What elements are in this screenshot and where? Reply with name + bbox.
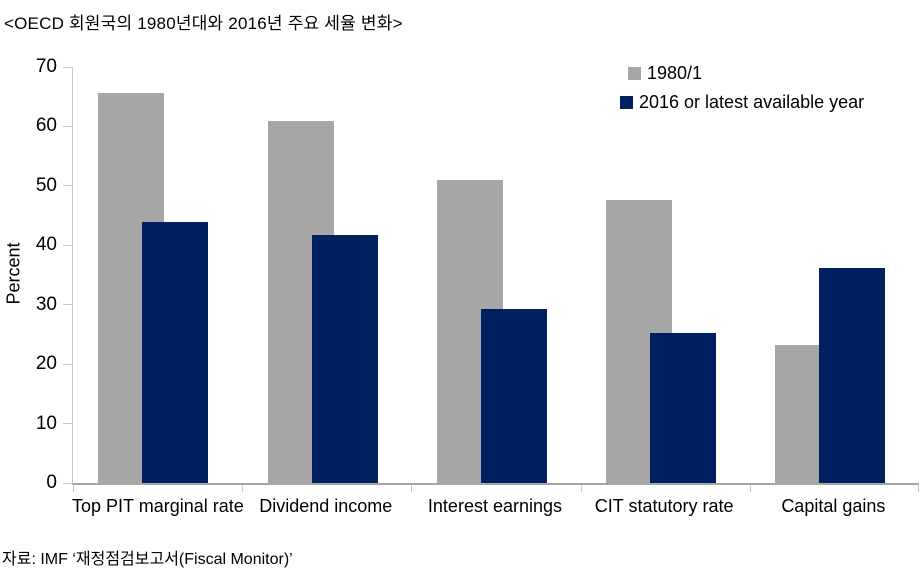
y-tick-mark (63, 363, 72, 365)
chart-title: <OECD 회원국의 1980년대와 2016년 주요 세율 변화> (4, 14, 403, 33)
bar-group-5 (750, 67, 919, 483)
x-tick-mark (749, 485, 751, 492)
x-tick-mark (918, 485, 919, 492)
x-category-label: Dividend income (259, 496, 393, 516)
y-tick-mark (63, 304, 72, 306)
x-tick-mark (242, 485, 244, 492)
bar-2016-group3 (480, 308, 547, 483)
legend-item-2016: 2016 or latest available year (620, 90, 864, 114)
legend-swatch-2016 (620, 95, 633, 109)
bar-2016-group2 (311, 234, 378, 483)
bar-group-2 (242, 67, 411, 483)
x-category-label: Interest earnings (427, 496, 562, 516)
y-tick-mark (63, 423, 72, 425)
x-tick-mark (580, 485, 582, 492)
bar-group-3 (411, 67, 580, 483)
legend: 1980/1 2016 or latest available year (620, 61, 864, 119)
x-tick-mark (411, 485, 413, 492)
y-tick-mark (63, 125, 72, 127)
y-tick-mark (63, 185, 72, 187)
source-note: 자료: IMF ‘재정점검보고서(Fiscal Monitor)’ (2, 551, 293, 568)
bar-2016-group4 (649, 333, 716, 483)
legend-label-2016: 2016 or latest available year (639, 91, 865, 112)
y-tick-label: 30 (35, 293, 57, 315)
legend-label-1980: 1980/1 (647, 62, 703, 83)
y-tick-label: 50 (35, 174, 57, 196)
x-category-label: CIT statutory rate (594, 496, 734, 516)
bar-2016-group1 (142, 222, 209, 483)
y-tick-mark (63, 66, 72, 68)
bar-group-1 (73, 67, 242, 483)
y-tick-label: 10 (35, 412, 57, 434)
plot-area: 0 10 20 30 40 50 60 70 (36, 56, 919, 493)
x-category-label: Capital gains (781, 496, 886, 516)
bar-2016-group5 (819, 267, 886, 483)
x-axis-labels: Top PIT marginal rate Dividend income Inte… (72, 496, 918, 517)
y-tick-label: 60 (35, 115, 57, 137)
legend-item-1980: 1980/1 (628, 61, 864, 85)
y-tick-mark (63, 244, 72, 246)
y-tick-label: 70 (35, 56, 57, 77)
y-tick-label: 20 (35, 353, 57, 375)
y-tick-label: 40 (35, 234, 57, 256)
y-tick-mark (63, 482, 72, 484)
x-category-label: Top PIT marginal rate (72, 496, 244, 516)
x-tick-mark (73, 485, 74, 492)
legend-swatch-1980 (628, 66, 641, 80)
y-tick-label: 0 (46, 472, 57, 493)
bar-group-4 (581, 67, 750, 483)
